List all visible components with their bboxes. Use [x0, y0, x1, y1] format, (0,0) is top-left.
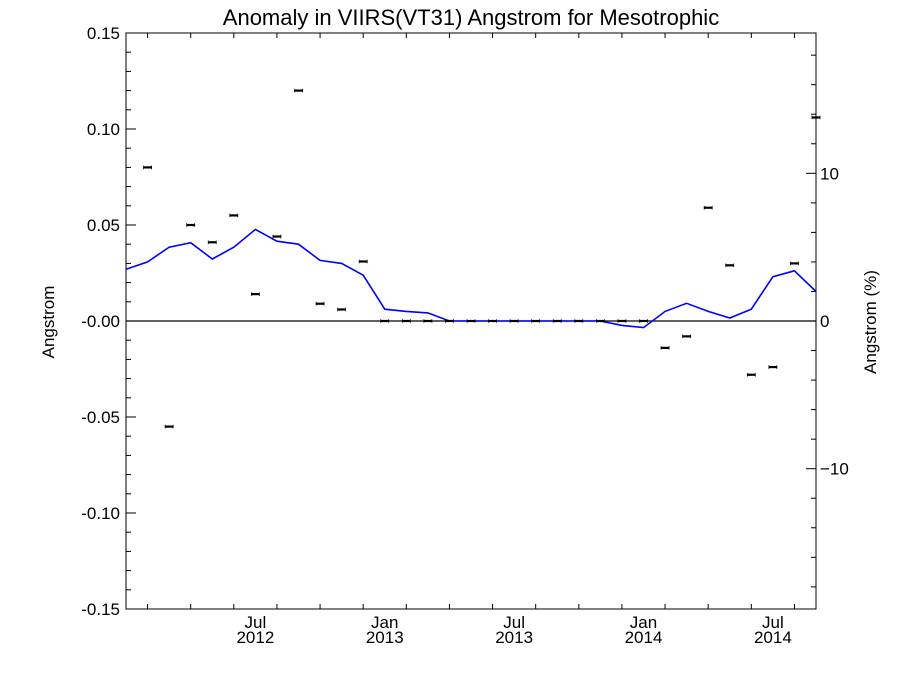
data-point — [186, 223, 196, 227]
data-point — [639, 319, 648, 323]
data-point — [358, 259, 368, 264]
x-tick-label-year: 2012 — [236, 628, 274, 647]
data-point — [294, 88, 303, 93]
x-tick-label-month: Jan — [630, 613, 657, 632]
data-point — [552, 319, 562, 323]
y-tick-label: -0.15 — [81, 600, 120, 619]
data-point — [250, 292, 260, 296]
data-point — [574, 319, 584, 323]
x-tick-label-month: Jul — [245, 613, 267, 632]
data-point — [682, 334, 692, 339]
y-axis-label: Angstrom — [39, 286, 58, 359]
y-tick-label: -0.05 — [81, 408, 120, 427]
x-tick-label-month: Jan — [371, 613, 398, 632]
data-point — [531, 319, 541, 323]
y2-tick-label: −10 — [820, 460, 849, 479]
y2-tick-label: 10 — [820, 164, 839, 183]
y2-axis-label: Angstrom (%) — [861, 270, 880, 374]
data-point — [488, 319, 497, 323]
data-point — [315, 301, 325, 306]
data-point — [401, 319, 411, 323]
x-tick-label-year: 2014 — [625, 628, 663, 647]
chart-title: Anomaly in VIIRS(VT31) Angstrom for Meso… — [223, 5, 719, 30]
x-tick-label-year: 2013 — [366, 628, 404, 647]
data-point — [595, 319, 605, 323]
data-point — [746, 372, 756, 377]
blue-series-line — [125, 228, 817, 329]
data-point — [703, 205, 713, 210]
x-tick-label-month: Jul — [762, 613, 784, 632]
y-tick-label: 0.15 — [87, 24, 120, 43]
data-point — [790, 261, 799, 266]
x-tick-label-month: Jul — [503, 613, 525, 632]
x-tick-label-year: 2014 — [754, 628, 792, 647]
x-tick-label-year: 2013 — [495, 628, 533, 647]
data-point — [272, 234, 282, 239]
data-point — [811, 115, 821, 120]
y2-tick-label: 0 — [820, 312, 829, 331]
data-point — [660, 346, 670, 350]
data-point — [337, 307, 347, 312]
data-point — [725, 263, 735, 268]
data-point — [229, 213, 239, 218]
plot-area: 0.15 0.10 0.05 -0.00 -0.05 -0.10 -0.15 10 0 −10 Ju… — [81, 24, 849, 647]
y-tick-label: -0.10 — [81, 504, 120, 523]
data-point — [143, 165, 152, 170]
data-point — [164, 424, 174, 429]
y-tick-label: 0.05 — [87, 216, 120, 235]
data-point — [207, 240, 217, 245]
data-point — [617, 319, 627, 323]
data-point — [466, 319, 476, 323]
y-tick-label: -0.00 — [81, 312, 120, 331]
data-point — [380, 319, 390, 323]
data-point — [445, 319, 454, 323]
data-point — [768, 365, 778, 369]
data-point — [423, 319, 433, 323]
data-point — [509, 319, 519, 323]
y-tick-label: 0.10 — [87, 120, 120, 139]
